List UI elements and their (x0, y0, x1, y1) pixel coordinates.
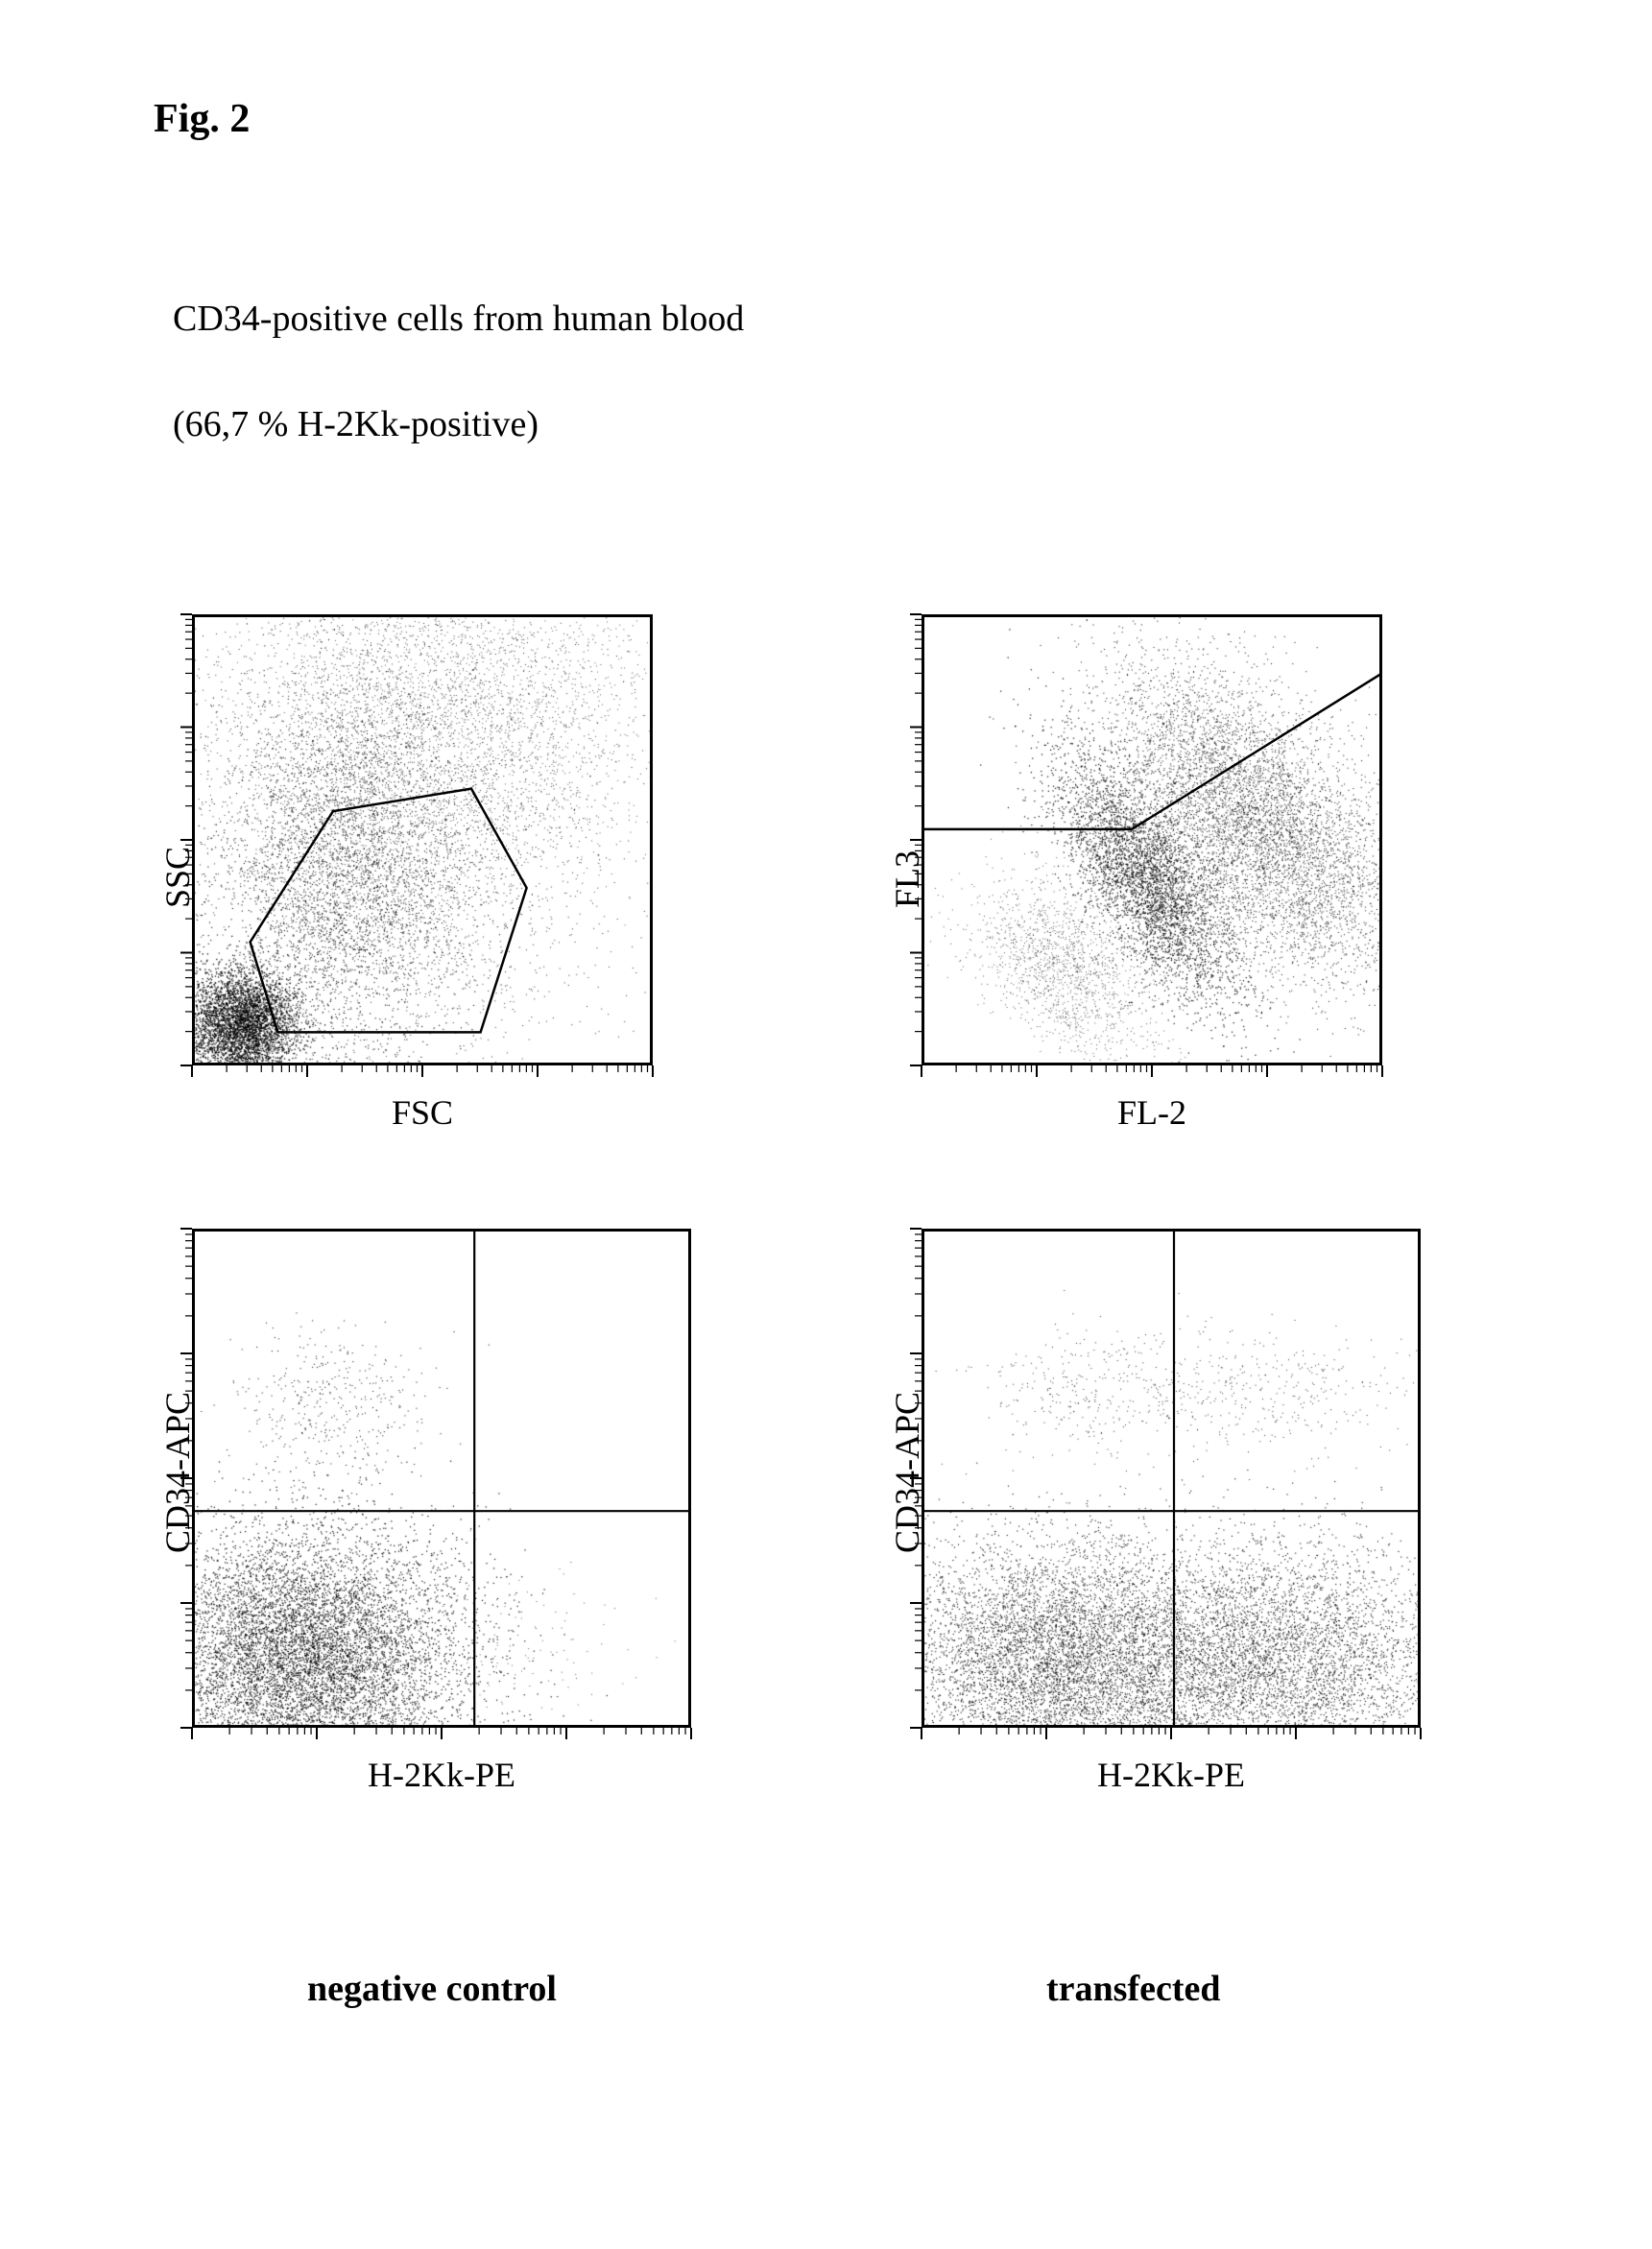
figure-subtitle-1: CD34-positive cells from human blood (173, 298, 744, 340)
xlabel-h2kk-pe-d: H-2Kk-PE (922, 1755, 1421, 1795)
figure-caption: Fig. 2 (154, 96, 250, 142)
xlabel-h2kk-pe-c: H-2Kk-PE (192, 1755, 691, 1795)
bottom-label-negative-control: negative control (307, 1968, 557, 2010)
axis-ticks-a (192, 614, 691, 1104)
axis-ticks-c (192, 1229, 730, 1766)
bottom-label-transfected: transfected (1046, 1968, 1220, 2010)
figure-subtitle-2: (66,7 % H-2Kk-positive) (173, 403, 539, 445)
axis-ticks-d (922, 1229, 1459, 1766)
xlabel-fsc: FSC (192, 1092, 653, 1133)
xlabel-fl2: FL-2 (922, 1092, 1382, 1133)
axis-ticks-b (922, 614, 1421, 1104)
